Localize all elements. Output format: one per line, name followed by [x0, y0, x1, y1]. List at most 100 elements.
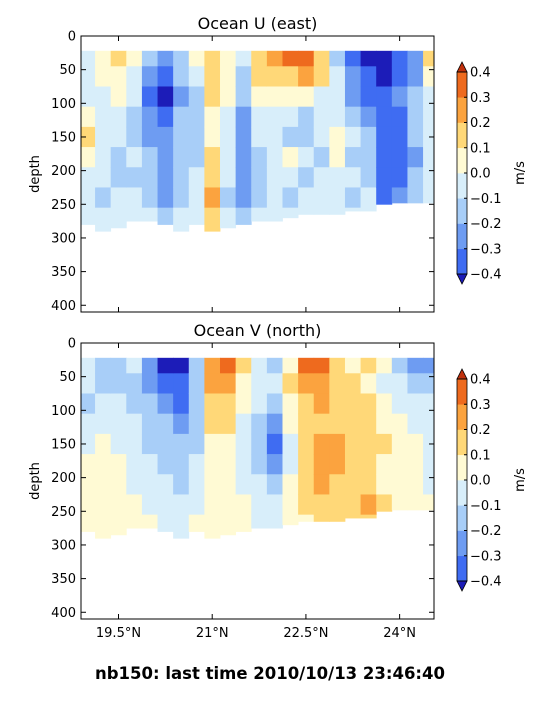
heatmap-cell — [423, 474, 434, 495]
heatmap-cell — [282, 66, 299, 87]
heatmap-cell — [360, 454, 377, 475]
heatmap-cell — [204, 106, 221, 128]
heatmap-cell — [157, 50, 174, 67]
heatmap-cell — [157, 86, 174, 108]
colorbar-tick-label: 0.1 — [470, 141, 491, 156]
heatmap-cell — [141, 126, 158, 148]
heatmap-cell — [266, 147, 283, 168]
heatmap-cell — [95, 106, 112, 128]
heatmap-cell — [188, 86, 205, 108]
heatmap-cell — [251, 433, 268, 455]
heatmap-cell — [220, 393, 237, 415]
heatmap-cell — [81, 106, 96, 128]
heatmap-cell — [344, 357, 361, 374]
heatmap-cell — [220, 147, 237, 168]
colorbar-tick-label: −0.4 — [470, 268, 502, 283]
heatmap-cell — [235, 106, 252, 128]
y-tick-label: 50 — [59, 63, 76, 78]
heatmap-cell — [344, 494, 361, 516]
heatmap-cell — [188, 454, 205, 475]
heatmap-cell — [95, 514, 112, 539]
heatmap-cell — [173, 167, 190, 188]
colorbar-over-arrow — [456, 61, 468, 73]
heatmap-cell — [235, 474, 252, 495]
heatmap-cell — [220, 454, 237, 475]
heatmap-cell — [282, 474, 299, 495]
heatmap-cell — [173, 454, 190, 475]
heatmap-cell — [360, 393, 377, 415]
heatmap-cell — [360, 433, 377, 455]
heatmap-cell — [204, 86, 221, 108]
heatmap-cell — [220, 413, 237, 435]
heatmap-cell — [376, 357, 393, 374]
heatmap-cell — [376, 454, 393, 475]
heatmap-cell — [282, 454, 299, 475]
heatmap-cell — [141, 187, 158, 209]
heatmap-cell — [235, 187, 252, 209]
heatmap-cell — [329, 207, 346, 215]
colorbar-swatch — [457, 505, 467, 531]
heatmap-cell — [173, 433, 190, 455]
colorbar-swatch — [457, 480, 467, 506]
colorbar-tick-label: 0.4 — [470, 66, 491, 81]
heatmap-cell — [298, 50, 315, 67]
heatmap-cell — [423, 433, 434, 455]
heatmap-cell — [220, 187, 237, 209]
heatmap-cell — [235, 357, 252, 374]
colorbar-tick-label: −0.1 — [470, 192, 502, 207]
heatmap-cell — [110, 86, 127, 108]
heatmap-cell — [423, 494, 434, 511]
heatmap-cell — [141, 207, 158, 222]
heatmap-cell — [360, 474, 377, 495]
heatmap-cell — [391, 126, 408, 148]
heatmap-cell — [157, 167, 174, 188]
heatmap-cell — [251, 494, 268, 516]
heatmap-cell — [81, 187, 96, 209]
heatmap-cell — [95, 86, 112, 108]
heatmap-cell — [329, 454, 346, 475]
heatmap-cell — [344, 167, 361, 188]
heatmap-cell — [141, 433, 158, 455]
colorbar-swatch — [457, 147, 467, 174]
colorbar-swatch — [457, 555, 467, 582]
heatmap-cell — [266, 86, 283, 108]
heatmap-cell — [204, 413, 221, 435]
heatmap-cell — [173, 50, 190, 67]
heatmap-cell — [344, 106, 361, 128]
heatmap-cell — [344, 454, 361, 475]
heatmap-cell — [110, 474, 127, 495]
chart-title: Ocean U (east) — [198, 14, 318, 33]
heatmap-cell — [329, 393, 346, 415]
heatmap-cell — [110, 514, 127, 536]
heatmap-cell — [391, 147, 408, 168]
heatmap-cell — [329, 433, 346, 455]
colorbar-tick-label: −0.3 — [470, 242, 502, 257]
heatmap-cell — [376, 373, 393, 394]
heatmap-cell — [360, 514, 377, 519]
heatmap-cell — [313, 433, 330, 455]
figure-title: nb150: last time 2010/10/13 23:46:40 — [95, 664, 445, 683]
heatmap-cell — [360, 167, 377, 188]
heatmap-cell — [376, 494, 393, 512]
x-tick-label: 21°N — [196, 626, 229, 641]
heatmap-cell — [251, 474, 268, 495]
heatmap-cell — [188, 357, 205, 374]
heatmap-cell — [329, 66, 346, 87]
heatmap-cell — [173, 474, 190, 495]
heatmap-cell — [220, 86, 237, 108]
heatmap-cell — [407, 373, 424, 394]
heatmap-cell — [344, 126, 361, 148]
heatmap-cell — [220, 357, 237, 374]
heatmap-cell — [235, 66, 252, 87]
heatmap-cell — [251, 126, 268, 148]
heatmap-cell — [220, 50, 237, 67]
heatmap-cell — [95, 167, 112, 188]
heatmap-cell — [235, 126, 252, 148]
heatmap-cell — [376, 126, 393, 148]
heatmap-cell — [157, 454, 174, 475]
heatmap-cell — [173, 494, 190, 516]
heatmap-cell — [251, 413, 268, 435]
colorbar-under-arrow — [456, 580, 468, 592]
heatmap-cell — [188, 514, 205, 532]
heatmap-cell — [141, 167, 158, 188]
